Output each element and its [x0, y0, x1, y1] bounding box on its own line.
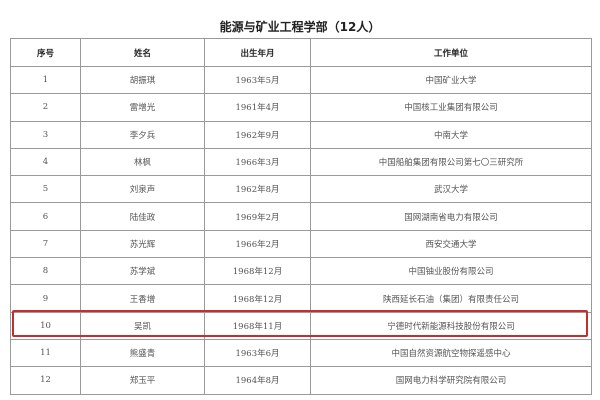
table-row: 8 苏学斌 1968年12月 中国铀业股份有限公司 [10, 257, 592, 286]
cell-born: 1961年4月 [204, 93, 311, 122]
cell-born: 1962年8月 [204, 175, 311, 204]
cell-name: 苏光辉 [80, 229, 205, 259]
cell-born: 1968年12月 [204, 284, 311, 313]
cell-org: 西安交通大学 [310, 229, 592, 259]
cell-born: 1966年3月 [204, 147, 311, 177]
table-row: 4 林枫 1966年3月 中国船舶集团有限公司第七〇三研究所 [10, 147, 592, 177]
cell-name: 苏学斌 [80, 257, 205, 286]
header-born: 出生年月 [204, 38, 311, 67]
cell-org: 中国自然资源航空物探遥感中心 [310, 338, 592, 368]
cell-no: 4 [10, 147, 81, 177]
cell-no: 7 [10, 229, 81, 259]
cell-no: 3 [10, 120, 81, 149]
cell-no: 1 [10, 65, 81, 95]
cell-org: 陕西延长石油（集团）有限责任公司 [310, 284, 592, 313]
cell-no: 11 [10, 338, 81, 368]
cell-org: 国网湖南省电力有限公司 [310, 202, 592, 231]
cell-no: 8 [10, 257, 81, 286]
cell-name: 胡振琪 [80, 65, 205, 95]
cell-org: 中国船舶集团有限公司第七〇三研究所 [310, 147, 592, 177]
cell-org: 中南大学 [310, 120, 592, 149]
cell-no: 12 [10, 366, 81, 395]
table-row: 6 陆佳政 1969年2月 国网湖南省电力有限公司 [10, 202, 592, 231]
table-row: 12 郑玉平 1964年8月 国网电力科学研究院有限公司 [10, 366, 592, 395]
cell-name: 雷增光 [80, 93, 205, 122]
cell-born: 1969年2月 [204, 202, 311, 231]
cell-born: 1963年6月 [204, 338, 311, 368]
header-no: 序号 [10, 38, 81, 67]
cell-name: 林枫 [80, 147, 205, 177]
cell-org: 武汉大学 [310, 175, 592, 204]
table-row: 11 熊盛青 1963年6月 中国自然资源航空物探遥感中心 [10, 338, 592, 368]
cell-born: 1964年8月 [204, 366, 311, 395]
header-name: 姓名 [80, 38, 205, 67]
table-row: 3 李夕兵 1962年9月 中南大学 [10, 120, 592, 149]
cell-org: 中国矿业大学 [310, 65, 592, 95]
table-row: 1 胡振琪 1963年5月 中国矿业大学 [10, 65, 592, 95]
cell-born: 1963年5月 [204, 65, 311, 95]
cell-name: 熊盛青 [80, 338, 205, 368]
table-header-row: 序号 姓名 出生年月 工作单位 [10, 38, 592, 67]
header-org: 工作单位 [310, 38, 592, 67]
cell-name: 刘泉声 [80, 175, 205, 204]
page-title: 能源与矿业工程学部（12人） [219, 20, 381, 34]
highlight-box [12, 310, 588, 337]
cell-born: 1968年12月 [204, 257, 311, 286]
cell-org: 中国核工业集团有限公司 [310, 93, 592, 122]
cell-born: 1966年2月 [204, 229, 311, 259]
cell-name: 陆佳政 [80, 202, 205, 231]
cell-org: 国网电力科学研究院有限公司 [310, 366, 592, 395]
cell-name: 李夕兵 [80, 120, 205, 149]
cell-no: 2 [10, 93, 81, 122]
cell-name: 王香增 [80, 284, 205, 313]
table-row: 2 雷增光 1961年4月 中国核工业集团有限公司 [10, 93, 592, 122]
cell-no: 6 [10, 202, 81, 231]
table-row: 7 苏光辉 1966年2月 西安交通大学 [10, 229, 592, 259]
cell-no: 9 [10, 284, 81, 313]
members-table: 序号 姓名 出生年月 工作单位 1 胡振琪 1963年5月 中国矿业大学 2 雷增光 196… [10, 38, 592, 395]
cell-born: 1962年9月 [204, 120, 311, 149]
cell-org: 中国铀业股份有限公司 [310, 257, 592, 286]
cell-no: 5 [10, 175, 81, 204]
table-row: 9 王香增 1968年12月 陕西延长石油（集团）有限责任公司 [10, 284, 592, 313]
cell-name: 郑玉平 [80, 366, 205, 395]
table-row: 5 刘泉声 1962年8月 武汉大学 [10, 175, 592, 204]
